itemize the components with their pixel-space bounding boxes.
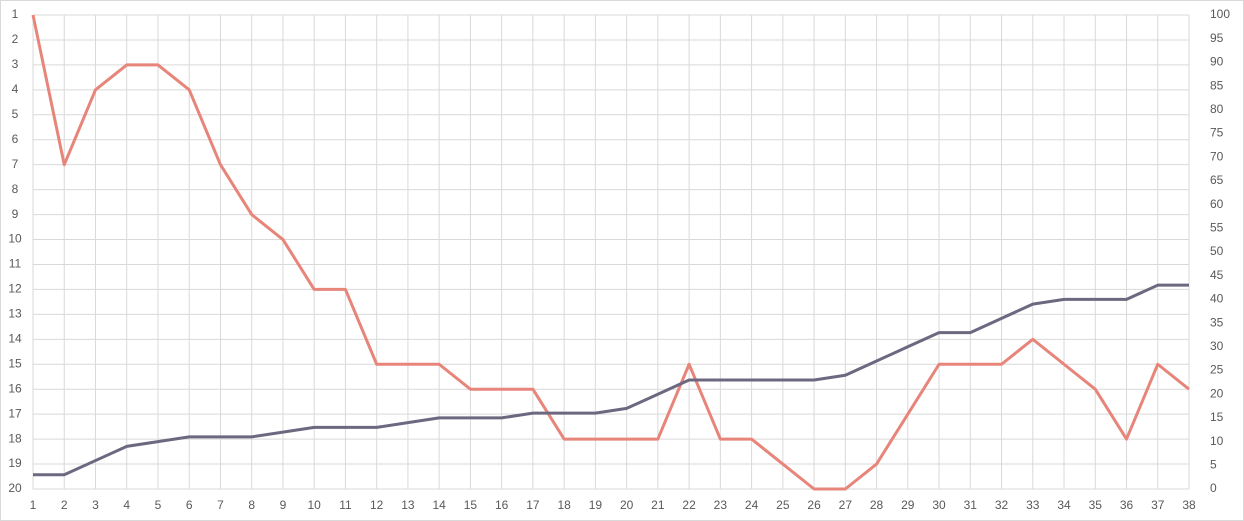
x-tick-label: 4 <box>123 498 130 512</box>
x-tick-label: 31 <box>964 498 978 512</box>
x-tick-label: 20 <box>620 498 634 512</box>
y-tick-label: 17 <box>8 406 22 420</box>
y-tick-label: 7 <box>12 157 19 171</box>
y2-tick-label: 20 <box>1210 386 1224 400</box>
x-tick-label: 18 <box>557 498 571 512</box>
y-tick-label: 10 <box>8 232 22 246</box>
x-tick-label: 1 <box>30 498 37 512</box>
x-tick-label: 32 <box>995 498 1009 512</box>
x-tick-label: 22 <box>682 498 696 512</box>
x-tick-label: 16 <box>495 498 509 512</box>
x-tick-label: 27 <box>839 498 853 512</box>
x-tick-label: 9 <box>280 498 287 512</box>
x-tick-label: 3 <box>92 498 99 512</box>
x-tick-label: 29 <box>901 498 915 512</box>
y2-tick-label: 95 <box>1210 31 1224 45</box>
x-tick-label: 21 <box>651 498 665 512</box>
x-tick-label: 24 <box>745 498 759 512</box>
x-tick-label: 15 <box>464 498 478 512</box>
y2-tick-label: 55 <box>1210 220 1224 234</box>
x-tick-label: 38 <box>1182 498 1196 512</box>
y2-tick-label: 45 <box>1210 268 1224 282</box>
y2-tick-label: 0 <box>1210 481 1217 495</box>
x-tick-label: 7 <box>217 498 224 512</box>
y-tick-label: 15 <box>8 356 22 370</box>
y-tick-label: 19 <box>8 456 22 470</box>
x-tick-label: 19 <box>589 498 603 512</box>
x-tick-label: 6 <box>186 498 193 512</box>
y2-tick-label: 50 <box>1210 244 1224 258</box>
y2-tick-label: 80 <box>1210 102 1224 116</box>
series-line <box>31 14 1190 491</box>
x-tick-label: 25 <box>776 498 790 512</box>
y2-tick-label: 10 <box>1210 434 1224 448</box>
y-tick-label: 2 <box>12 32 19 46</box>
y2-tick-label: 85 <box>1210 78 1224 92</box>
x-tick-label: 30 <box>932 498 946 512</box>
y2-tick-label: 65 <box>1210 173 1224 187</box>
x-tick-label: 33 <box>1026 498 1040 512</box>
x-tick-label: 26 <box>807 498 821 512</box>
y-tick-label: 11 <box>9 257 22 271</box>
x-tick-label: 11 <box>339 498 352 512</box>
y-tick-label: 20 <box>8 481 22 495</box>
x-tick-label: 2 <box>61 498 68 512</box>
y2-tick-label: 70 <box>1210 149 1224 163</box>
y2-tick-label: 40 <box>1210 292 1224 306</box>
x-tick-label: 36 <box>1120 498 1134 512</box>
y-tick-label: 3 <box>12 57 19 71</box>
y-tick-label: 18 <box>8 431 22 445</box>
x-tick-label: 8 <box>248 498 255 512</box>
x-tick-label: 13 <box>401 498 415 512</box>
x-tick-label: 28 <box>870 498 884 512</box>
y-tick-label: 6 <box>12 132 19 146</box>
x-tick-label: 34 <box>1057 498 1071 512</box>
y2-tick-label: 90 <box>1210 55 1224 69</box>
x-tick-label: 23 <box>714 498 728 512</box>
y-tick-label: 14 <box>8 331 22 345</box>
y2-tick-label: 5 <box>1210 457 1217 471</box>
x-tick-label: 10 <box>308 498 322 512</box>
y2-tick-label: 35 <box>1210 315 1224 329</box>
x-tick-label: 12 <box>370 498 384 512</box>
y2-tick-label: 30 <box>1210 339 1224 353</box>
y2-tick-label: 25 <box>1210 363 1224 377</box>
x-tick-label: 37 <box>1151 498 1165 512</box>
y2-tick-label: 75 <box>1210 126 1224 140</box>
series-line <box>33 283 1189 477</box>
y2-tick-label: 100 <box>1210 7 1230 21</box>
y-tick-label: 12 <box>8 282 22 296</box>
y-tick-label: 1 <box>12 7 19 21</box>
x-tick-label: 35 <box>1089 498 1103 512</box>
y-tick-label: 4 <box>12 82 19 96</box>
x-tick-label: 5 <box>155 498 162 512</box>
y-tick-label: 16 <box>8 381 22 395</box>
y-tick-label: 8 <box>12 182 19 196</box>
x-tick-label: 14 <box>432 498 446 512</box>
y2-tick-label: 15 <box>1210 410 1224 424</box>
x-tick-label: 17 <box>526 498 540 512</box>
y-tick-label: 9 <box>12 207 19 221</box>
y-tick-label: 5 <box>12 107 19 121</box>
y2-tick-label: 60 <box>1210 197 1224 211</box>
y-tick-label: 13 <box>8 307 22 321</box>
